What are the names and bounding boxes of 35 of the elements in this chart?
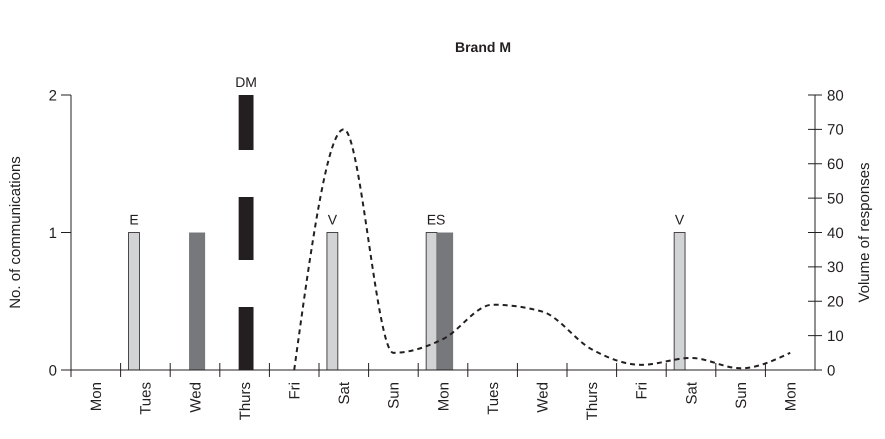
y2-tick-label: 20 <box>827 294 844 310</box>
y-tick-label: 0 <box>48 362 57 380</box>
data-label: V <box>328 212 338 228</box>
x-tick-label: Wed <box>187 382 204 413</box>
data-label: ES <box>426 212 446 228</box>
y-tick-label: 1 <box>48 224 57 242</box>
y2-tick-label: 60 <box>827 156 844 173</box>
data-label: E <box>129 212 139 228</box>
x-tick-label: Fri <box>286 382 304 400</box>
y2-axis-title: Volume of responses <box>856 162 873 303</box>
x-tick-label: Thurs <box>236 382 254 420</box>
y-axis-title: No. of communications <box>7 156 24 309</box>
data-label: V <box>674 212 685 228</box>
x-tick-label: Sat <box>683 381 700 405</box>
y2-tick-label: 30 <box>827 259 844 276</box>
y2-tick-label: 70 <box>827 122 844 139</box>
y2-tick-label: 10 <box>827 328 844 345</box>
x-tick-label: Mon <box>782 382 800 412</box>
data-label: DM <box>235 74 257 90</box>
x-tick-label: Fri <box>634 382 651 400</box>
y2-tick-label: 40 <box>827 224 844 242</box>
x-tick-label: Sun <box>386 382 403 409</box>
y-tick-label: 2 <box>48 87 57 104</box>
chart-title: Brand M <box>455 39 511 55</box>
x-tick-label: Tues <box>138 382 155 415</box>
x-tick-label: Thurs <box>584 382 602 420</box>
x-tick-label: Tues <box>484 382 502 415</box>
y2-tick-label: 50 <box>827 190 844 208</box>
x-tick-label: Mon <box>88 382 106 412</box>
x-tick-label: Wed <box>534 382 552 413</box>
y2-tick-label: 0 <box>827 362 836 380</box>
x-tick-label: Sat <box>336 381 354 405</box>
x-tick-label: Sun <box>732 382 750 409</box>
y2-tick-label: 80 <box>827 87 844 104</box>
x-tick-label: Mon <box>435 382 452 412</box>
